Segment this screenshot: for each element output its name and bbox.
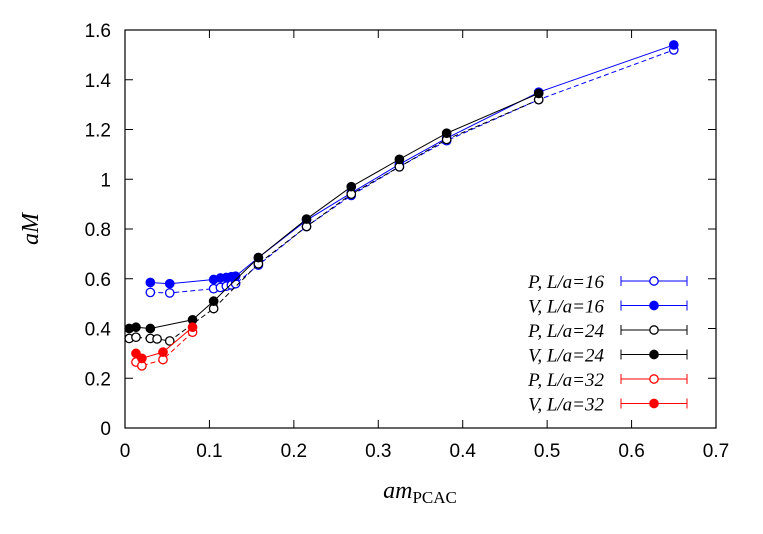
legend-marker <box>649 300 659 311</box>
data-point <box>208 296 219 306</box>
legend-label: V, L/a=24 <box>528 346 604 367</box>
legend-entry: P, L/a=16 <box>527 272 688 293</box>
y-tick-label: 1.2 <box>85 121 111 142</box>
y-tick-label: 1.6 <box>85 21 111 42</box>
axis-ticks: 0 0.1 0.2 0.3 0.4 0.5 0.6 0.7 0 0.2 0.4 0.6 0.8 1 1.2 1… <box>85 21 730 462</box>
x-tick-label: 0 <box>120 441 131 462</box>
legend-entry: P, L/a=32 <box>527 370 688 391</box>
series-line <box>150 44 674 285</box>
data-point <box>668 40 679 50</box>
series-4 <box>131 327 198 371</box>
legend-label: P, L/a=16 <box>527 272 604 293</box>
series-line <box>129 99 539 342</box>
data-point <box>145 323 156 334</box>
x-tick-label: 0.6 <box>618 441 644 462</box>
data-point <box>346 181 357 192</box>
x-tick-label: 0.4 <box>450 441 477 462</box>
series-5 <box>131 322 198 364</box>
x-axis-label-main: am <box>383 478 412 504</box>
legend: P, L/a=16 V, L/a=16 P, L/a=24 V, L/a=24 P, L… <box>527 272 688 416</box>
x-tick-label: 0.5 <box>534 441 560 462</box>
data-point <box>158 347 168 357</box>
legend-entry: V, L/a=16 <box>528 297 688 318</box>
legend-entry: V, L/a=32 <box>528 395 688 416</box>
data-point <box>164 288 175 298</box>
legend-label: V, L/a=16 <box>528 297 604 318</box>
data-point <box>253 252 264 263</box>
series-2 <box>124 94 544 346</box>
x-tick-label: 0.3 <box>365 441 391 462</box>
data-point <box>137 353 147 364</box>
x-axis-label-sub: PCAC <box>412 488 456 507</box>
legend-label: P, L/a=24 <box>527 321 604 342</box>
data-point <box>533 88 544 99</box>
data-point <box>145 287 156 298</box>
data-point <box>131 332 141 343</box>
data-point <box>441 128 452 139</box>
series-3 <box>124 88 544 334</box>
x-tick-label: 0.2 <box>281 441 307 462</box>
series-group <box>124 40 679 371</box>
series-0 <box>145 45 679 298</box>
x-tick-label: 0.1 <box>196 441 222 462</box>
y-tick-label: 0 <box>100 419 111 440</box>
legend-marker <box>649 276 659 286</box>
legend-label: V, L/a=32 <box>528 395 604 416</box>
x-tick-label: 0.7 <box>703 441 729 462</box>
data-point <box>301 214 312 224</box>
plot-frame <box>124 29 717 429</box>
legend-marker <box>649 374 659 384</box>
x-axis-label: amPCAC <box>383 478 457 507</box>
legend-entry: P, L/a=24 <box>527 321 688 342</box>
data-point <box>187 322 198 333</box>
data-point <box>164 278 175 289</box>
data-point <box>145 277 156 288</box>
y-tick-label: 1 <box>100 170 111 191</box>
data-point <box>164 336 175 346</box>
y-tick-label: 0.6 <box>85 270 111 291</box>
legend-marker <box>649 349 659 360</box>
y-tick-label: 1.4 <box>85 71 112 92</box>
data-point <box>131 322 141 333</box>
y-axis-label: aM <box>18 211 44 245</box>
series-line <box>129 92 539 330</box>
legend-marker <box>649 398 659 409</box>
series-line <box>150 49 674 294</box>
y-tick-label: 0.4 <box>85 320 112 341</box>
legend-marker <box>649 325 659 335</box>
data-point <box>152 334 162 344</box>
legend-entry: V, L/a=24 <box>528 346 688 367</box>
y-tick-label: 0.8 <box>85 220 111 241</box>
y-tick-label: 0.2 <box>85 369 111 390</box>
legend-label: P, L/a=32 <box>527 370 604 391</box>
data-point <box>394 154 405 165</box>
